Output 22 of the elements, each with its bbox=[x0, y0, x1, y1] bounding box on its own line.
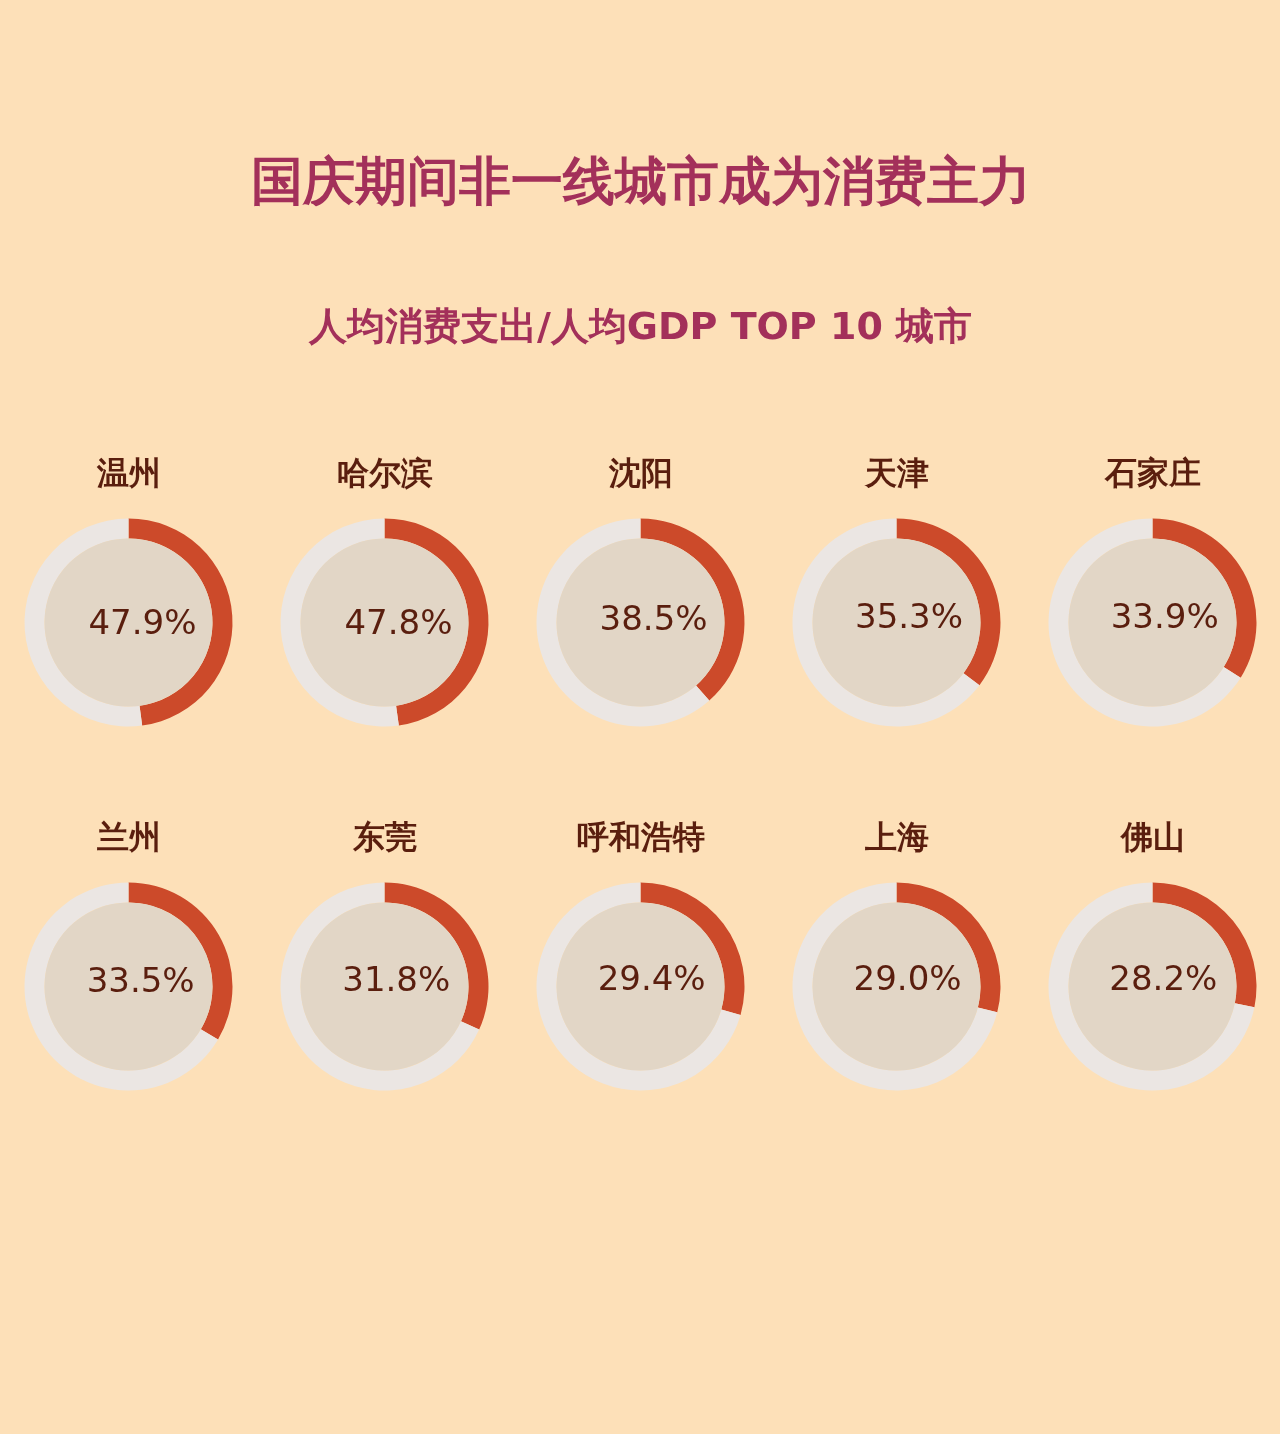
chart-title: 哈尔滨 bbox=[336, 453, 433, 492]
chart-title: 上海 bbox=[863, 817, 929, 856]
chart-title: 东莞 bbox=[351, 817, 417, 856]
chart-title: 温州 bbox=[95, 453, 161, 492]
data-label: 31.8% bbox=[342, 958, 451, 999]
data-label: 35.3% bbox=[855, 596, 964, 637]
chart-title: 石家庄 bbox=[1103, 453, 1201, 492]
data-label: 28.2% bbox=[1109, 957, 1218, 998]
text: 人均消费支出/人均GDP TOP 10 城市 bbox=[307, 303, 973, 348]
chart-title: 沈阳 bbox=[607, 453, 673, 492]
data-label: 29.0% bbox=[853, 957, 962, 998]
data-label: 33.9% bbox=[1110, 595, 1219, 636]
chart-title: 佛山 bbox=[1119, 817, 1185, 856]
data-label: 29.4% bbox=[597, 958, 706, 999]
chart-title: 兰州 bbox=[95, 817, 161, 856]
data-label: 47.8% bbox=[344, 601, 453, 642]
data-label: 33.5% bbox=[86, 959, 195, 1000]
chart-title: 呼和浩特 bbox=[576, 817, 705, 856]
chart-title: 天津 bbox=[863, 453, 929, 492]
data-label: 38.5% bbox=[599, 597, 708, 638]
text: 国庆期间非一线城市成为消费主力 bbox=[250, 150, 1031, 211]
data-label: 47.9% bbox=[88, 601, 197, 642]
